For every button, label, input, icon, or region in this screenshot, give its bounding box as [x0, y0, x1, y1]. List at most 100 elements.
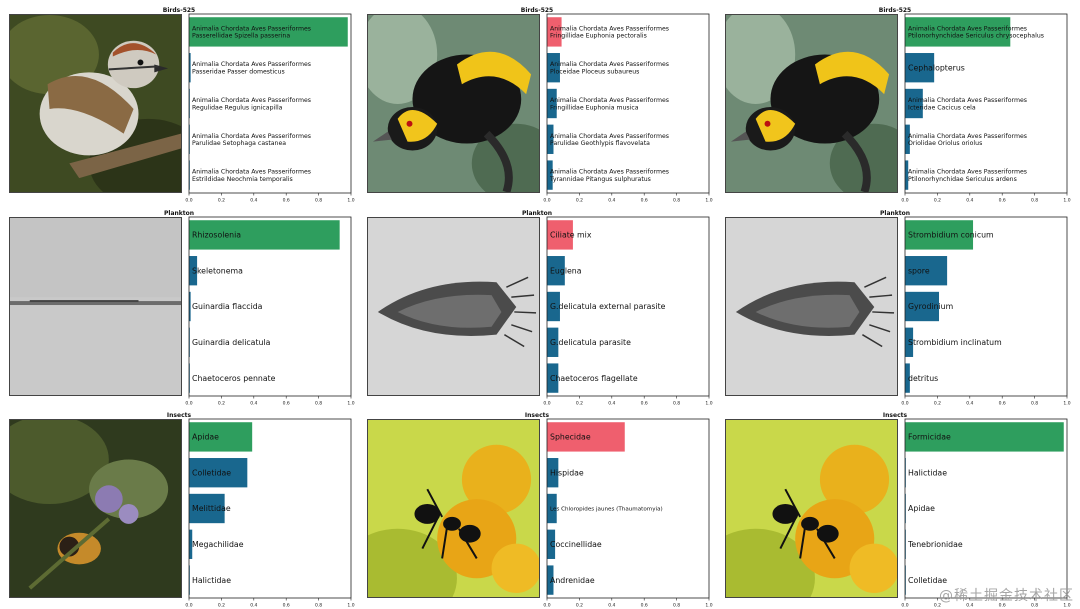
panel-title: Insects: [524, 412, 550, 419]
panel-title: Plankton: [521, 210, 553, 217]
bar: [189, 53, 191, 83]
bar: [189, 160, 190, 190]
plot-frame: [188, 13, 352, 194]
bar-label: Halictidae: [192, 576, 231, 585]
bar: [547, 17, 562, 47]
bar: [189, 256, 198, 286]
plot-frame: [904, 216, 1068, 397]
bar: [547, 363, 559, 393]
x-tick-label: 0.2: [576, 603, 583, 609]
bar-label: Skeletonema: [192, 266, 243, 275]
bar: [905, 327, 914, 357]
bar-label: Coccinellidae: [550, 540, 602, 549]
chart-birds-3: Animalia Chordata Aves Passeriformes Ptil…: [901, 13, 1071, 204]
x-tick-label: 0.2: [218, 401, 225, 407]
bar-label: Guinardia flaccida: [192, 302, 263, 311]
x-tick-label: 0.6: [641, 198, 648, 204]
bar: [547, 458, 559, 488]
chart-plankton-2: Ciliate mix Euglena G.delicatula external …: [543, 216, 713, 407]
bar: [905, 220, 974, 250]
bar: [905, 256, 948, 286]
bar-label: Chaetoceros flagellate: [550, 374, 638, 383]
bar: [189, 327, 190, 357]
bar-label: Apidae: [192, 433, 219, 442]
bar-label: Les Chloropides jaunes (Thaumatomyia): [550, 506, 663, 512]
bar: [905, 363, 910, 393]
x-tick-label: 0.6: [283, 401, 290, 407]
x-tick-label: 0.4: [966, 198, 973, 204]
x-tick-label: 0.6: [999, 603, 1006, 609]
x-tick-label: 0.4: [250, 198, 257, 204]
bar: [547, 291, 560, 322]
x-tick-label: 0.2: [576, 198, 583, 204]
x-tick-label: 0.6: [283, 603, 290, 609]
bar-label: Strombidium inclinatum: [908, 338, 1002, 347]
bar: [547, 493, 557, 524]
bar: [189, 17, 348, 47]
x-tick-label: 0.8: [315, 198, 322, 204]
x-tick-label: 0.2: [576, 401, 583, 407]
bar-label: Chaetoceros pennate: [192, 374, 276, 383]
x-tick-label: 0.8: [673, 401, 680, 407]
x-tick-label: 0.4: [966, 401, 973, 407]
plot-frame: [188, 216, 352, 397]
bar-label: Animalia Chordata Aves Passeriformes Ploc…: [550, 61, 669, 75]
bar: [189, 529, 193, 559]
x-tick-label: 0.0: [543, 401, 550, 407]
bar-label: Formicidae: [908, 433, 951, 442]
bar: [905, 493, 906, 524]
x-tick-label: 0.2: [934, 401, 941, 407]
x-tick-label: 0.4: [608, 401, 615, 407]
x-tick-label: 0.0: [901, 198, 908, 204]
plot-frame: [546, 216, 710, 397]
chart-birds-2: Animalia Chordata Aves Passeriformes Frin…: [543, 13, 713, 204]
plot-frame: [188, 418, 352, 599]
bar-label: Animalia Chordata Aves Passeriformes Estr…: [192, 169, 311, 183]
bar: [547, 565, 554, 595]
bar: [189, 124, 190, 154]
bar: [547, 220, 573, 250]
x-tick-label: 1.0: [705, 198, 712, 204]
bar: [189, 458, 248, 488]
bar-label: Ciliate mix: [550, 231, 592, 240]
panel-title: Plankton: [163, 210, 195, 217]
chart-plankton-1: Rhizosolenia Skeletonema Guinardia flaccid…: [185, 216, 355, 407]
panel-title: Birds-525: [520, 7, 554, 14]
x-tick-label: 0.4: [250, 401, 257, 407]
bar-label: Colletidae: [192, 468, 231, 477]
bird-weaver-image: [725, 14, 898, 193]
bar: [547, 160, 553, 190]
bar-label: Apidae: [908, 504, 935, 513]
panel-title: Plankton: [879, 210, 911, 217]
x-tick-label: 0.8: [673, 198, 680, 204]
panel-birds-2: Birds-525 Animalia Chordata Aves Passeri…: [358, 0, 716, 204]
panel-plankton-3: Plankton Strombidium conicum spore Gyrodin…: [716, 203, 1074, 407]
x-tick-label: 0.8: [315, 603, 322, 609]
panel-title: Birds-525: [162, 7, 196, 14]
plot-frame: [904, 418, 1068, 599]
bar: [189, 565, 190, 595]
plot-frame: [546, 418, 710, 599]
x-tick-label: 0.2: [934, 198, 941, 204]
bar: [905, 88, 923, 119]
bar: [189, 220, 340, 250]
bar: [189, 88, 190, 119]
bar-label: Rhizosolenia: [192, 231, 241, 240]
bar-label: detritus: [908, 374, 938, 383]
bar-label: Megachilidae: [192, 540, 244, 549]
bar-label: Tenebrionidae: [907, 540, 963, 549]
bar: [189, 363, 190, 393]
x-tick-label: 0.6: [641, 401, 648, 407]
bar-label: Animalia Chordata Aves Passeriformes Orio…: [908, 133, 1027, 147]
x-tick-label: 0.8: [673, 603, 680, 609]
panel-insects-1: Insects Apidae Colletidae Melittidae Megach…: [0, 405, 358, 609]
x-tick-label: 0.0: [543, 603, 550, 609]
bar-label: Animalia Chordata Aves Passeriformes Icte…: [908, 97, 1027, 111]
bar-label: Melittidae: [192, 504, 231, 513]
x-tick-label: 1.0: [1063, 603, 1070, 609]
bar-label: Guinardia delicatula: [192, 338, 271, 347]
bird-weaver-image: [367, 14, 540, 193]
x-tick-label: 1.0: [347, 603, 354, 609]
bar-label: Colletidae: [908, 576, 947, 585]
x-tick-label: 0.4: [608, 198, 615, 204]
